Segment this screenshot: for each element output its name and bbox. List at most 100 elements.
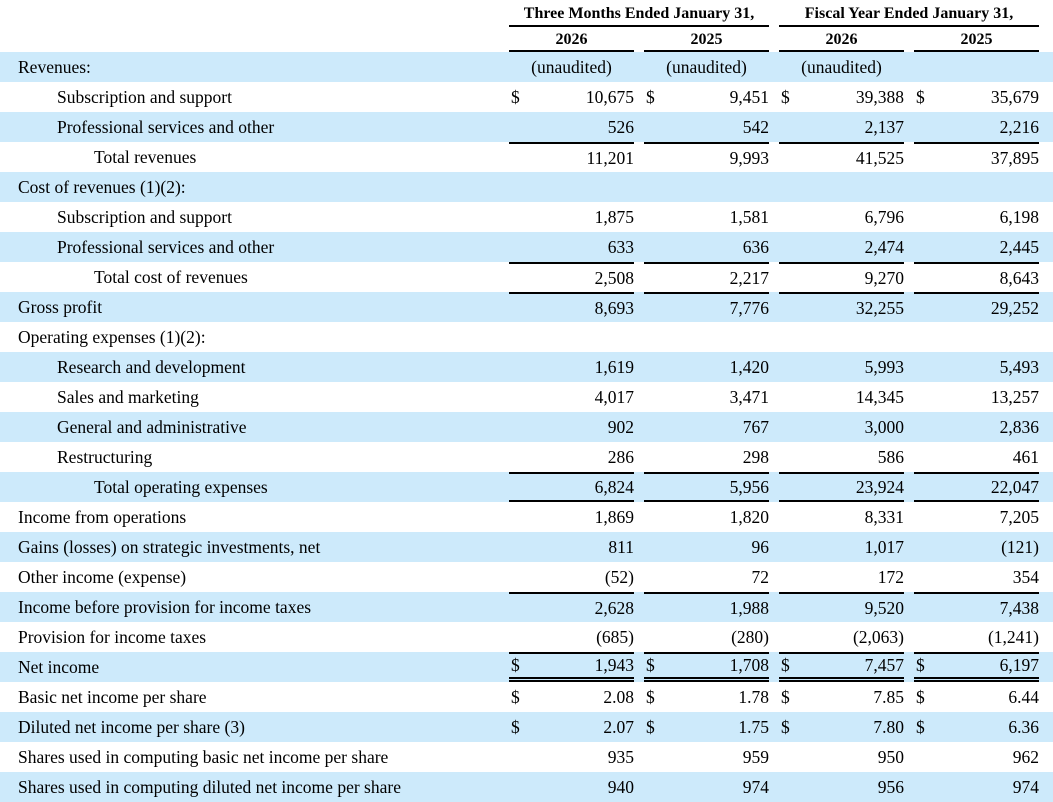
amount: (2,063)	[852, 626, 904, 647]
period-header-three-months: Three Months Ended January 31,	[509, 5, 769, 27]
amount: 8,643	[999, 267, 1039, 288]
value-cell: $10,675	[509, 82, 634, 112]
year-header-row: 2026 2025 2026 2025	[0, 27, 1053, 52]
value-cell: (1,241)	[914, 622, 1039, 652]
value-cell: 32,255	[779, 292, 904, 322]
value-cell: 354	[914, 562, 1039, 592]
value-cell: 586	[779, 442, 904, 472]
value-cell: 6,796	[779, 202, 904, 232]
dollar-sign: $	[781, 686, 790, 707]
value-cell: $2.08	[509, 682, 634, 712]
value-cell: $7.80	[779, 712, 904, 742]
amount: 2,836	[999, 416, 1039, 437]
year-header-q-2026: 2026	[509, 31, 634, 52]
amount: 2,216	[999, 116, 1039, 137]
value-cell: 1,875	[509, 202, 634, 232]
amount: 950	[877, 746, 904, 767]
value-cell: 2,217	[644, 262, 769, 292]
value-cell: 1,988	[644, 592, 769, 622]
period-header-fiscal-year: Fiscal Year Ended January 31,	[779, 5, 1039, 27]
value-cell: 37,895	[914, 142, 1039, 172]
amount: 29,252	[990, 297, 1039, 318]
amount: 2.07	[603, 716, 634, 737]
value-cell: 6,198	[914, 202, 1039, 232]
value-cell: 461	[914, 442, 1039, 472]
value-cell: 29,252	[914, 292, 1039, 322]
amount: 3,471	[729, 386, 769, 407]
value-cell: 2,836	[914, 412, 1039, 442]
value-cell: 1,820	[644, 502, 769, 532]
amount: 1,017	[864, 536, 904, 557]
table-row: Income before provision for income taxes…	[0, 592, 1053, 622]
amount: 41,525	[855, 147, 904, 168]
table-body: Revenues: (unaudited) (unaudited) (unaudite…	[0, 52, 1053, 802]
amount: 935	[607, 746, 634, 767]
value-cell: 9,993	[644, 142, 769, 172]
value-cell: 5,956	[644, 472, 769, 502]
amount: 10,675	[585, 86, 634, 107]
value-cell: $7.85	[779, 682, 904, 712]
value-cell: $6.44	[914, 682, 1039, 712]
period-header-row: Three Months Ended January 31, Fiscal Ye…	[0, 0, 1053, 27]
amount: 32,255	[855, 297, 904, 318]
row-label: Operating expenses (1)(2):	[18, 326, 206, 347]
amount: 14,345	[855, 386, 904, 407]
value-cell: 1,619	[509, 352, 634, 382]
dollar-sign: $	[781, 86, 790, 107]
year-header-fy-2026: 2026	[779, 31, 904, 52]
value-cell: $2.07	[509, 712, 634, 742]
amount: 22,047	[990, 476, 1039, 497]
amount: 9,270	[864, 267, 904, 288]
amount: 1.78	[738, 686, 769, 707]
value-cell: (unaudited)	[644, 52, 769, 82]
dollar-sign: $	[511, 716, 520, 737]
row-label: General and administrative	[57, 416, 247, 437]
value-cell: 2,628	[509, 592, 634, 622]
amount: 172	[877, 566, 904, 587]
amount: 2.08	[603, 686, 634, 707]
value-cell: 636	[644, 232, 769, 262]
dollar-sign: $	[916, 86, 925, 107]
amount: 586	[877, 446, 904, 467]
value-cell: $1.78	[644, 682, 769, 712]
value-cell: $35,679	[914, 82, 1039, 112]
value-cell: 2,216	[914, 112, 1039, 142]
value-cell	[779, 172, 904, 202]
value-cell: 8,331	[779, 502, 904, 532]
value-cell: 1,017	[779, 532, 904, 562]
amount: 542	[742, 116, 769, 137]
amount: 4,017	[594, 386, 634, 407]
table-row: Subscription and support $10,675 $9,451 $39…	[0, 82, 1053, 112]
value-cell: 286	[509, 442, 634, 472]
amount: 526	[607, 116, 634, 137]
value-cell: 959	[644, 742, 769, 772]
row-label: Professional services and other	[57, 236, 275, 257]
value-cell: 950	[779, 742, 904, 772]
value-cell: 14,345	[779, 382, 904, 412]
table-row: Shares used in computing diluted net inc…	[0, 772, 1053, 802]
dollar-sign: $	[646, 86, 655, 107]
value-cell	[914, 322, 1039, 352]
value-cell: (unaudited)	[779, 52, 904, 82]
amount: 2,445	[999, 236, 1039, 257]
amount: 35,679	[990, 86, 1039, 107]
amount: 2,137	[864, 116, 904, 137]
amount: (52)	[604, 566, 634, 587]
amount: 96	[751, 536, 770, 557]
row-label: Subscription and support	[57, 86, 232, 107]
value-cell: 5,493	[914, 352, 1039, 382]
value-cell: 4,017	[509, 382, 634, 412]
row-label: Gains (losses) on strategic investments,…	[18, 536, 321, 557]
value-cell: 542	[644, 112, 769, 142]
amount: 2,474	[864, 236, 904, 257]
table-row: Operating expenses (1)(2):	[0, 322, 1053, 352]
amount: 633	[607, 236, 634, 257]
table-row: Professional services and other 526 542 2,1…	[0, 112, 1053, 142]
amount: 6,796	[864, 206, 904, 227]
amount: 39,388	[855, 86, 904, 107]
table-row: Revenues: (unaudited) (unaudited) (unaudite…	[0, 52, 1053, 82]
value-cell	[509, 322, 634, 352]
value-cell: 6,824	[509, 472, 634, 502]
table-row: Other income (expense) (52) 72 172 354	[0, 562, 1053, 592]
amount: 8,693	[594, 297, 634, 318]
